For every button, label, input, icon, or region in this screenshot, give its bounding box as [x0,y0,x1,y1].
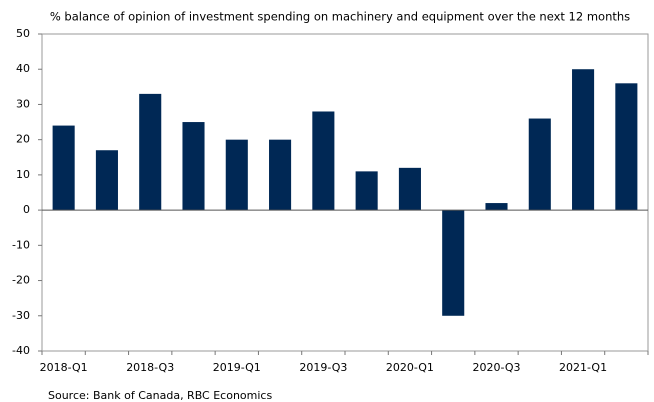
source-note: Source: Bank of Canada, RBC Economics [48,389,272,402]
bar [528,118,551,211]
bar [442,210,465,316]
y-tick-label: 0 [23,203,30,216]
y-tick-label: 30 [16,97,30,110]
y-tick-label: 20 [16,133,30,146]
plot-border [41,33,649,352]
bar [485,203,508,211]
x-tick-label: 2019-Q3 [299,361,347,374]
bar [615,83,638,211]
bar [52,125,75,211]
x-tick-label: 2020-Q1 [386,361,434,374]
bar [355,171,378,211]
y-tick-label: -10 [12,238,30,251]
x-tick-label: 2018-Q1 [40,361,88,374]
bar [182,122,205,211]
y-tick-label: 50 [16,27,30,40]
bar [139,93,162,211]
y-tick-label: -20 [12,274,30,287]
y-tick-label: -40 [12,344,30,357]
chart-subtitle: % balance of opinion of investment spend… [50,10,630,24]
bar [225,139,248,211]
bar [269,139,292,211]
bar [572,69,595,211]
y-tick-label: -30 [12,309,30,322]
x-tick-label: 2020-Q3 [472,361,520,374]
x-tick-label: 2021-Q1 [559,361,607,374]
bar [398,167,421,211]
x-tick-label: 2018-Q3 [126,361,174,374]
y-tick-label: 10 [16,168,30,181]
bar [312,111,335,211]
y-tick-label: 40 [16,62,30,75]
bar [95,150,118,211]
x-tick-label: 2019-Q1 [213,361,261,374]
